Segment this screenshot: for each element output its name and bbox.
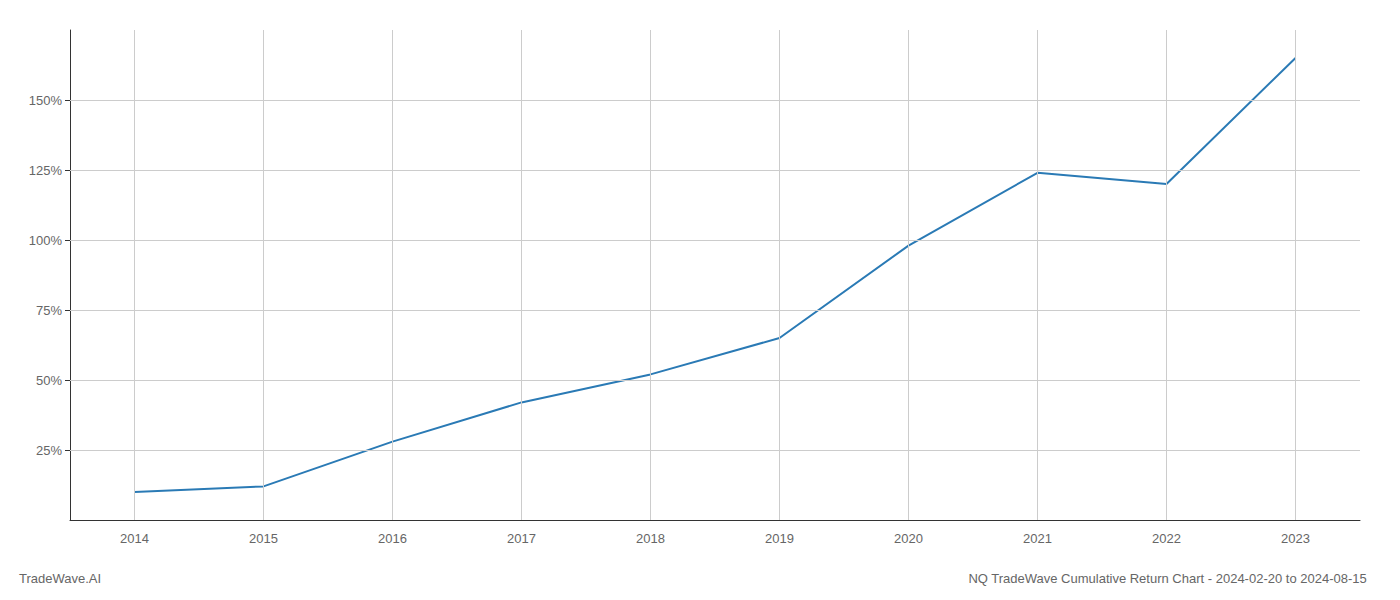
svg-text:50%: 50% [36, 373, 62, 388]
svg-text:2018: 2018 [636, 531, 665, 546]
svg-text:NQ TradeWave Cumulative Return: NQ TradeWave Cumulative Return Chart - 2… [968, 571, 1366, 586]
svg-text:150%: 150% [29, 93, 63, 108]
svg-text:2020: 2020 [894, 531, 923, 546]
svg-text:2017: 2017 [507, 531, 536, 546]
svg-text:TradeWave.AI: TradeWave.AI [19, 571, 101, 586]
svg-text:2016: 2016 [378, 531, 407, 546]
svg-text:2015: 2015 [249, 531, 278, 546]
svg-text:75%: 75% [36, 303, 62, 318]
svg-text:2022: 2022 [1152, 531, 1181, 546]
svg-text:2021: 2021 [1023, 531, 1052, 546]
svg-text:2023: 2023 [1281, 531, 1310, 546]
svg-text:125%: 125% [29, 163, 63, 178]
svg-text:100%: 100% [29, 233, 63, 248]
svg-text:2014: 2014 [120, 531, 149, 546]
svg-text:25%: 25% [36, 443, 62, 458]
svg-text:2019: 2019 [765, 531, 794, 546]
